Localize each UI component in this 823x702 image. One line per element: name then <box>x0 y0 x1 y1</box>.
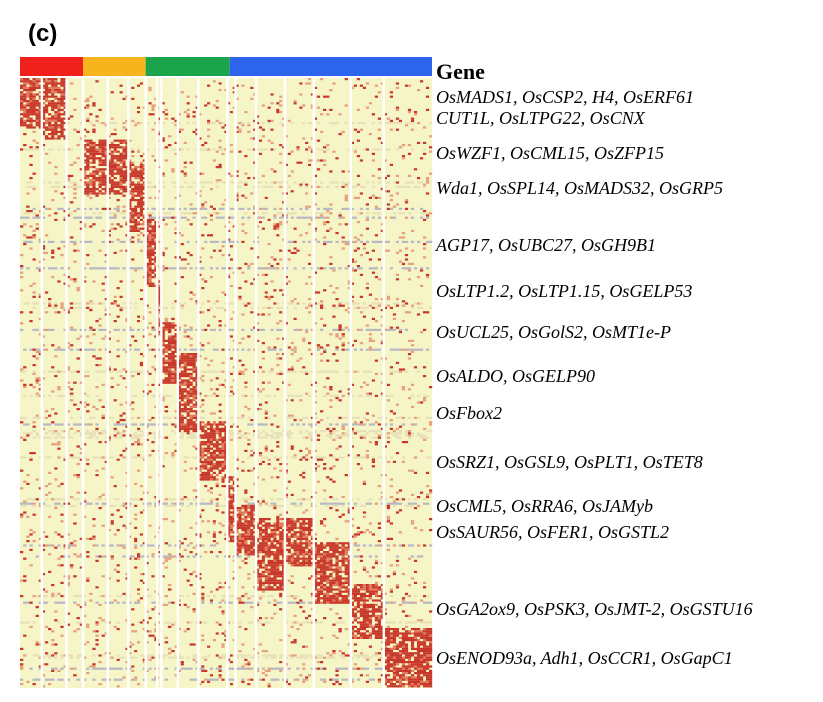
cluster-separator <box>127 78 130 688</box>
gene-label: OsALDO, OsGELP90 <box>436 366 596 386</box>
gene-label: AGP17, OsUBC27, OsGH9B1 <box>436 235 656 255</box>
gene-label: OsLTP1.2, OsLTP1.15, OsGELP53 <box>436 281 693 301</box>
group-color-bar <box>83 57 146 76</box>
gene-label: OsCML5, OsRRA6, OsJAMyb <box>436 496 653 516</box>
cluster-separator <box>160 78 163 688</box>
cluster-separator <box>234 78 237 688</box>
group-color-bar <box>145 57 230 76</box>
cluster-separator <box>40 78 44 688</box>
gene-label: OsGA2ox9, OsPSK3, OsJMT-2, OsGSTU16 <box>436 599 753 619</box>
cluster-separator <box>81 78 85 688</box>
cluster-separator <box>155 78 159 688</box>
gene-label: OsMADS1, OsCSP2, H4, OsERF61 <box>436 87 694 107</box>
gene-label: OsUCL25, OsGolS2, OsMT1e-P <box>436 322 672 342</box>
gene-label: CUT1L, OsLTPG22, OsCNX <box>436 108 645 128</box>
cluster-separator <box>312 78 315 688</box>
cluster-separator <box>349 78 353 688</box>
cluster-separator <box>226 78 229 688</box>
cluster-separator <box>254 78 258 688</box>
heatmap-cells <box>20 78 433 688</box>
cluster-separator <box>382 78 385 688</box>
gene-label: OsSRZ1, OsGSL9, OsPLT1, OsTET8 <box>436 452 703 472</box>
cluster-separator <box>176 78 179 688</box>
gene-label: Wda1, OsSPL14, OsMADS32, OsGRP5 <box>436 178 723 198</box>
cluster-separator <box>197 78 200 688</box>
gene-label: OsWZF1, OsCML15, OsZFP15 <box>436 143 665 163</box>
gene-label: OsFbox2 <box>436 403 502 423</box>
legend-title: Gene <box>436 59 485 84</box>
cluster-separator <box>283 78 287 688</box>
panel-label: (c) <box>28 20 58 47</box>
group-color-bar <box>20 57 84 76</box>
gene-label: OsSAUR56, OsFER1, OsGSTL2 <box>436 522 670 542</box>
group-color-bar <box>229 57 432 76</box>
gene-label: OsENOD93a, Adh1, OsCCR1, OsGapC1 <box>436 648 733 668</box>
cluster-separator <box>106 78 109 688</box>
cluster-separator <box>65 78 68 688</box>
cluster-separator <box>144 78 147 688</box>
